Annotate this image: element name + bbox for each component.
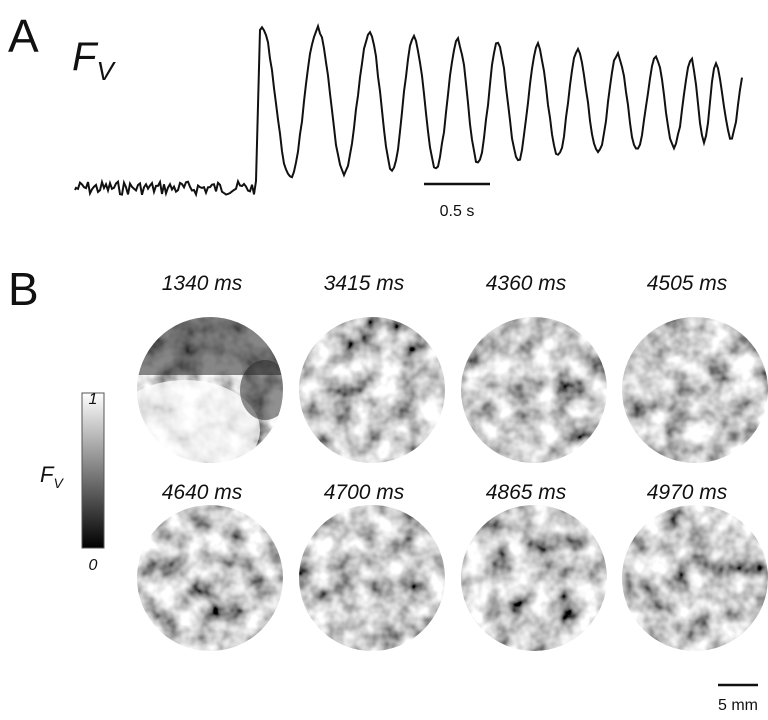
panel-label: B (8, 263, 39, 315)
frame-time: 1340 ms (162, 272, 243, 295)
activation-map (110, 315, 290, 480)
frame-time: 4700 ms (324, 481, 405, 504)
colorbar-max: 1 (89, 391, 98, 408)
activation-map (459, 315, 609, 465)
figure: A FV 0.5 s B 1 0 FV 1340 ms3415 ms4360 m… (0, 0, 768, 720)
colorbar-min: 0 (89, 557, 98, 574)
frame-time: 4360 ms (486, 272, 567, 295)
frame-time: 4970 ms (647, 481, 728, 504)
activation-map (459, 503, 609, 653)
colorbar-label: FV (40, 462, 64, 491)
panel-label: A (8, 10, 39, 62)
activation-map (620, 503, 768, 653)
voltage-trace (75, 26, 742, 195)
activation-map (297, 315, 447, 465)
frame-time: 4505 ms (647, 272, 728, 295)
frame-time: 3415 ms (324, 272, 405, 295)
subscript: V (53, 475, 64, 491)
signal-label: FV (72, 35, 116, 86)
time-scale-label: 0.5 s (440, 203, 475, 220)
activation-map (620, 315, 768, 465)
subscript: V (96, 56, 116, 86)
space-scale-label: 5 mm (718, 697, 758, 714)
frames: 1340 ms 3415 ms 4360 ms 4505 ms 4640 ms 4700 … (110, 272, 768, 653)
activation-map (135, 503, 285, 653)
symbol: F (72, 35, 99, 79)
activation-map (297, 503, 447, 653)
frame-time: 4640 ms (162, 481, 243, 504)
frame-time: 4865 ms (486, 481, 567, 504)
colorbar (82, 393, 104, 548)
